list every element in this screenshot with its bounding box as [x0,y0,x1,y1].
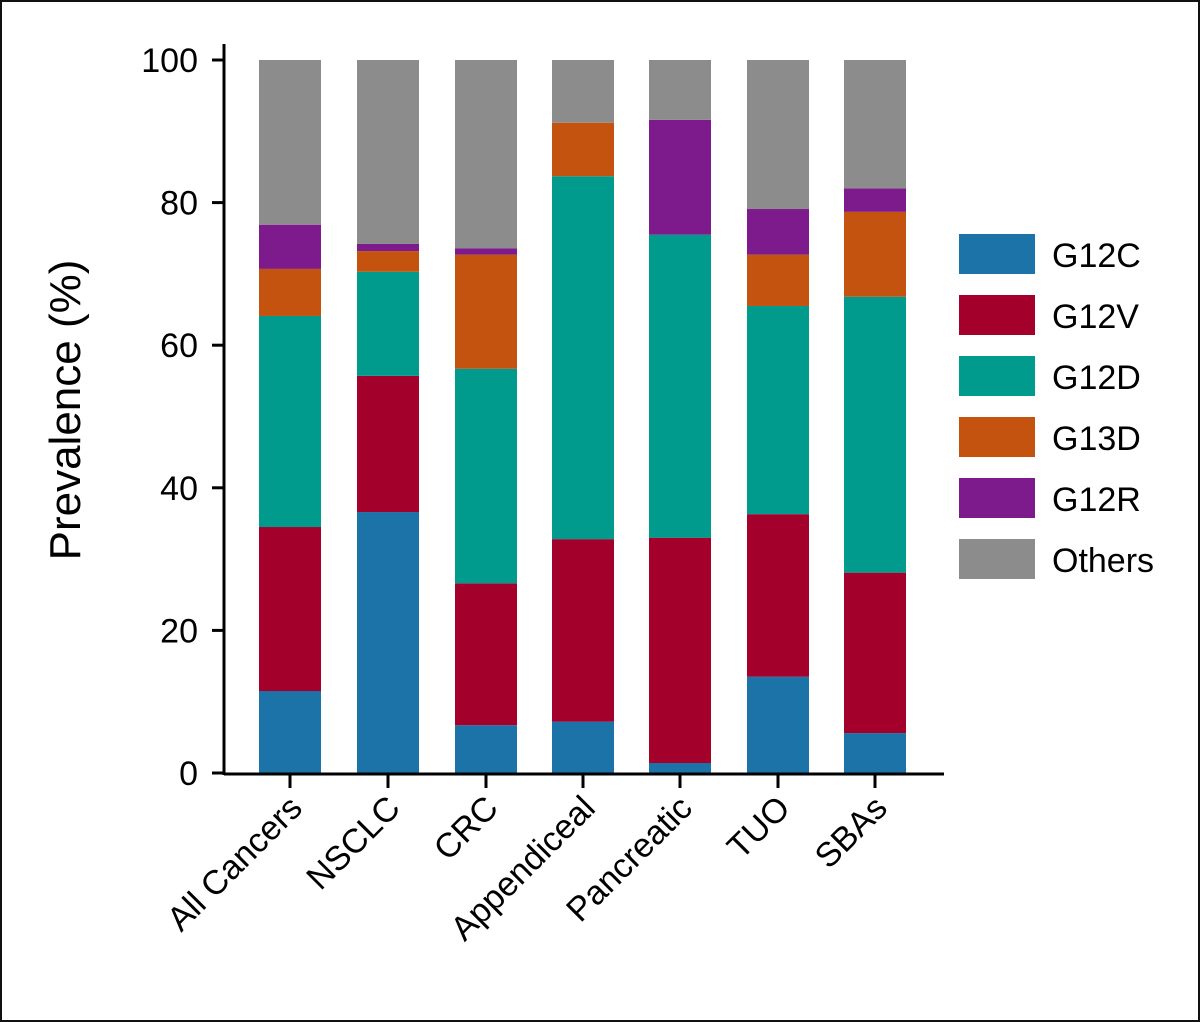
x-tick-label: All Cancers [160,789,310,939]
x-tick-label: TUO [720,789,798,867]
bar-g13d-nsclc [357,251,419,272]
bar-others-appendiceal [552,60,614,123]
legend-label-g12d: G12D [1052,359,1141,397]
bar-others-nsclc [357,60,419,244]
y-axis-label: Prevalence (%) [41,260,90,561]
bar-others-all-cancers [259,60,321,225]
legend-swatch-g12c [959,234,1035,274]
bar-others-tuo [747,60,809,210]
bar-g12d-tuo [747,305,809,515]
bar-g12d-crc [455,368,517,584]
legend-label-others: Others [1052,542,1154,580]
bar-g12c-tuo [747,676,809,773]
x-tick-label: SBAs [808,789,895,876]
bar-g12c-sbas [844,733,906,773]
bar-others-pancreatic [649,60,711,120]
bar-g12r-pancreatic [649,119,711,235]
bar-g13d-appendiceal [552,122,614,177]
bar-g12r-nsclc [357,243,419,252]
legend-swatch-g12r [959,478,1035,518]
bar-g12v-tuo [747,514,809,677]
y-tick-label: 40 [160,470,198,508]
bar-others-sbas [844,60,906,189]
y-tick-label: 0 [179,755,198,793]
bar-g12c-nsclc [357,512,419,773]
bar-g12d-pancreatic [649,234,711,538]
legend-label-g12v: G12V [1052,298,1139,336]
bar-g12c-crc [455,725,517,773]
bar-g13d-tuo [747,254,809,306]
bar-g12r-all-cancers [259,224,321,269]
legend-label-g12c: G12C [1052,237,1141,275]
legend-swatch-g12v [959,295,1035,335]
bar-others-crc [455,60,517,249]
bar-g12d-appendiceal [552,176,614,540]
bar-g12v-pancreatic [649,537,711,764]
bar-g12r-crc [455,248,517,255]
bar-g12d-sbas [844,296,906,573]
y-tick-label: 100 [141,42,198,80]
bar-g13d-all-cancers [259,268,321,316]
bar-g12c-appendiceal [552,721,614,773]
bar-g13d-crc [455,254,517,369]
bar-g12r-tuo [747,209,809,255]
bars [259,60,906,773]
bar-g12v-all-cancers [259,527,321,692]
bar-g12r-sbas [844,188,906,212]
bar-g12c-pancreatic [649,763,711,773]
bar-g12v-appendiceal [552,539,614,722]
legend-swatch-g12d [959,356,1035,396]
y-tick-label: 80 [160,185,198,223]
legend: G12C G12V G12D G13D G12R Others [959,234,1154,580]
bar-g12d-nsclc [357,271,419,376]
bar-g12c-all-cancers [259,691,321,773]
bar-g13d-sbas [844,211,906,297]
legend-label-g12r: G12R [1052,481,1141,519]
legend-swatch-g13d [959,417,1035,457]
x-tick-label: NSCLC [299,789,407,897]
x-tick-label: CRC [427,789,506,868]
bar-g12v-nsclc [357,375,419,513]
y-tick-label: 20 [160,612,198,650]
bar-g12d-all-cancers [259,315,321,528]
bar-g12v-crc [455,583,517,726]
legend-swatch-others [959,539,1035,579]
bar-g12v-sbas [844,572,906,734]
legend-label-g13d: G13D [1052,420,1141,458]
y-ticks: 0 20 40 60 80 100 [141,42,224,793]
y-tick-label: 60 [160,327,198,365]
